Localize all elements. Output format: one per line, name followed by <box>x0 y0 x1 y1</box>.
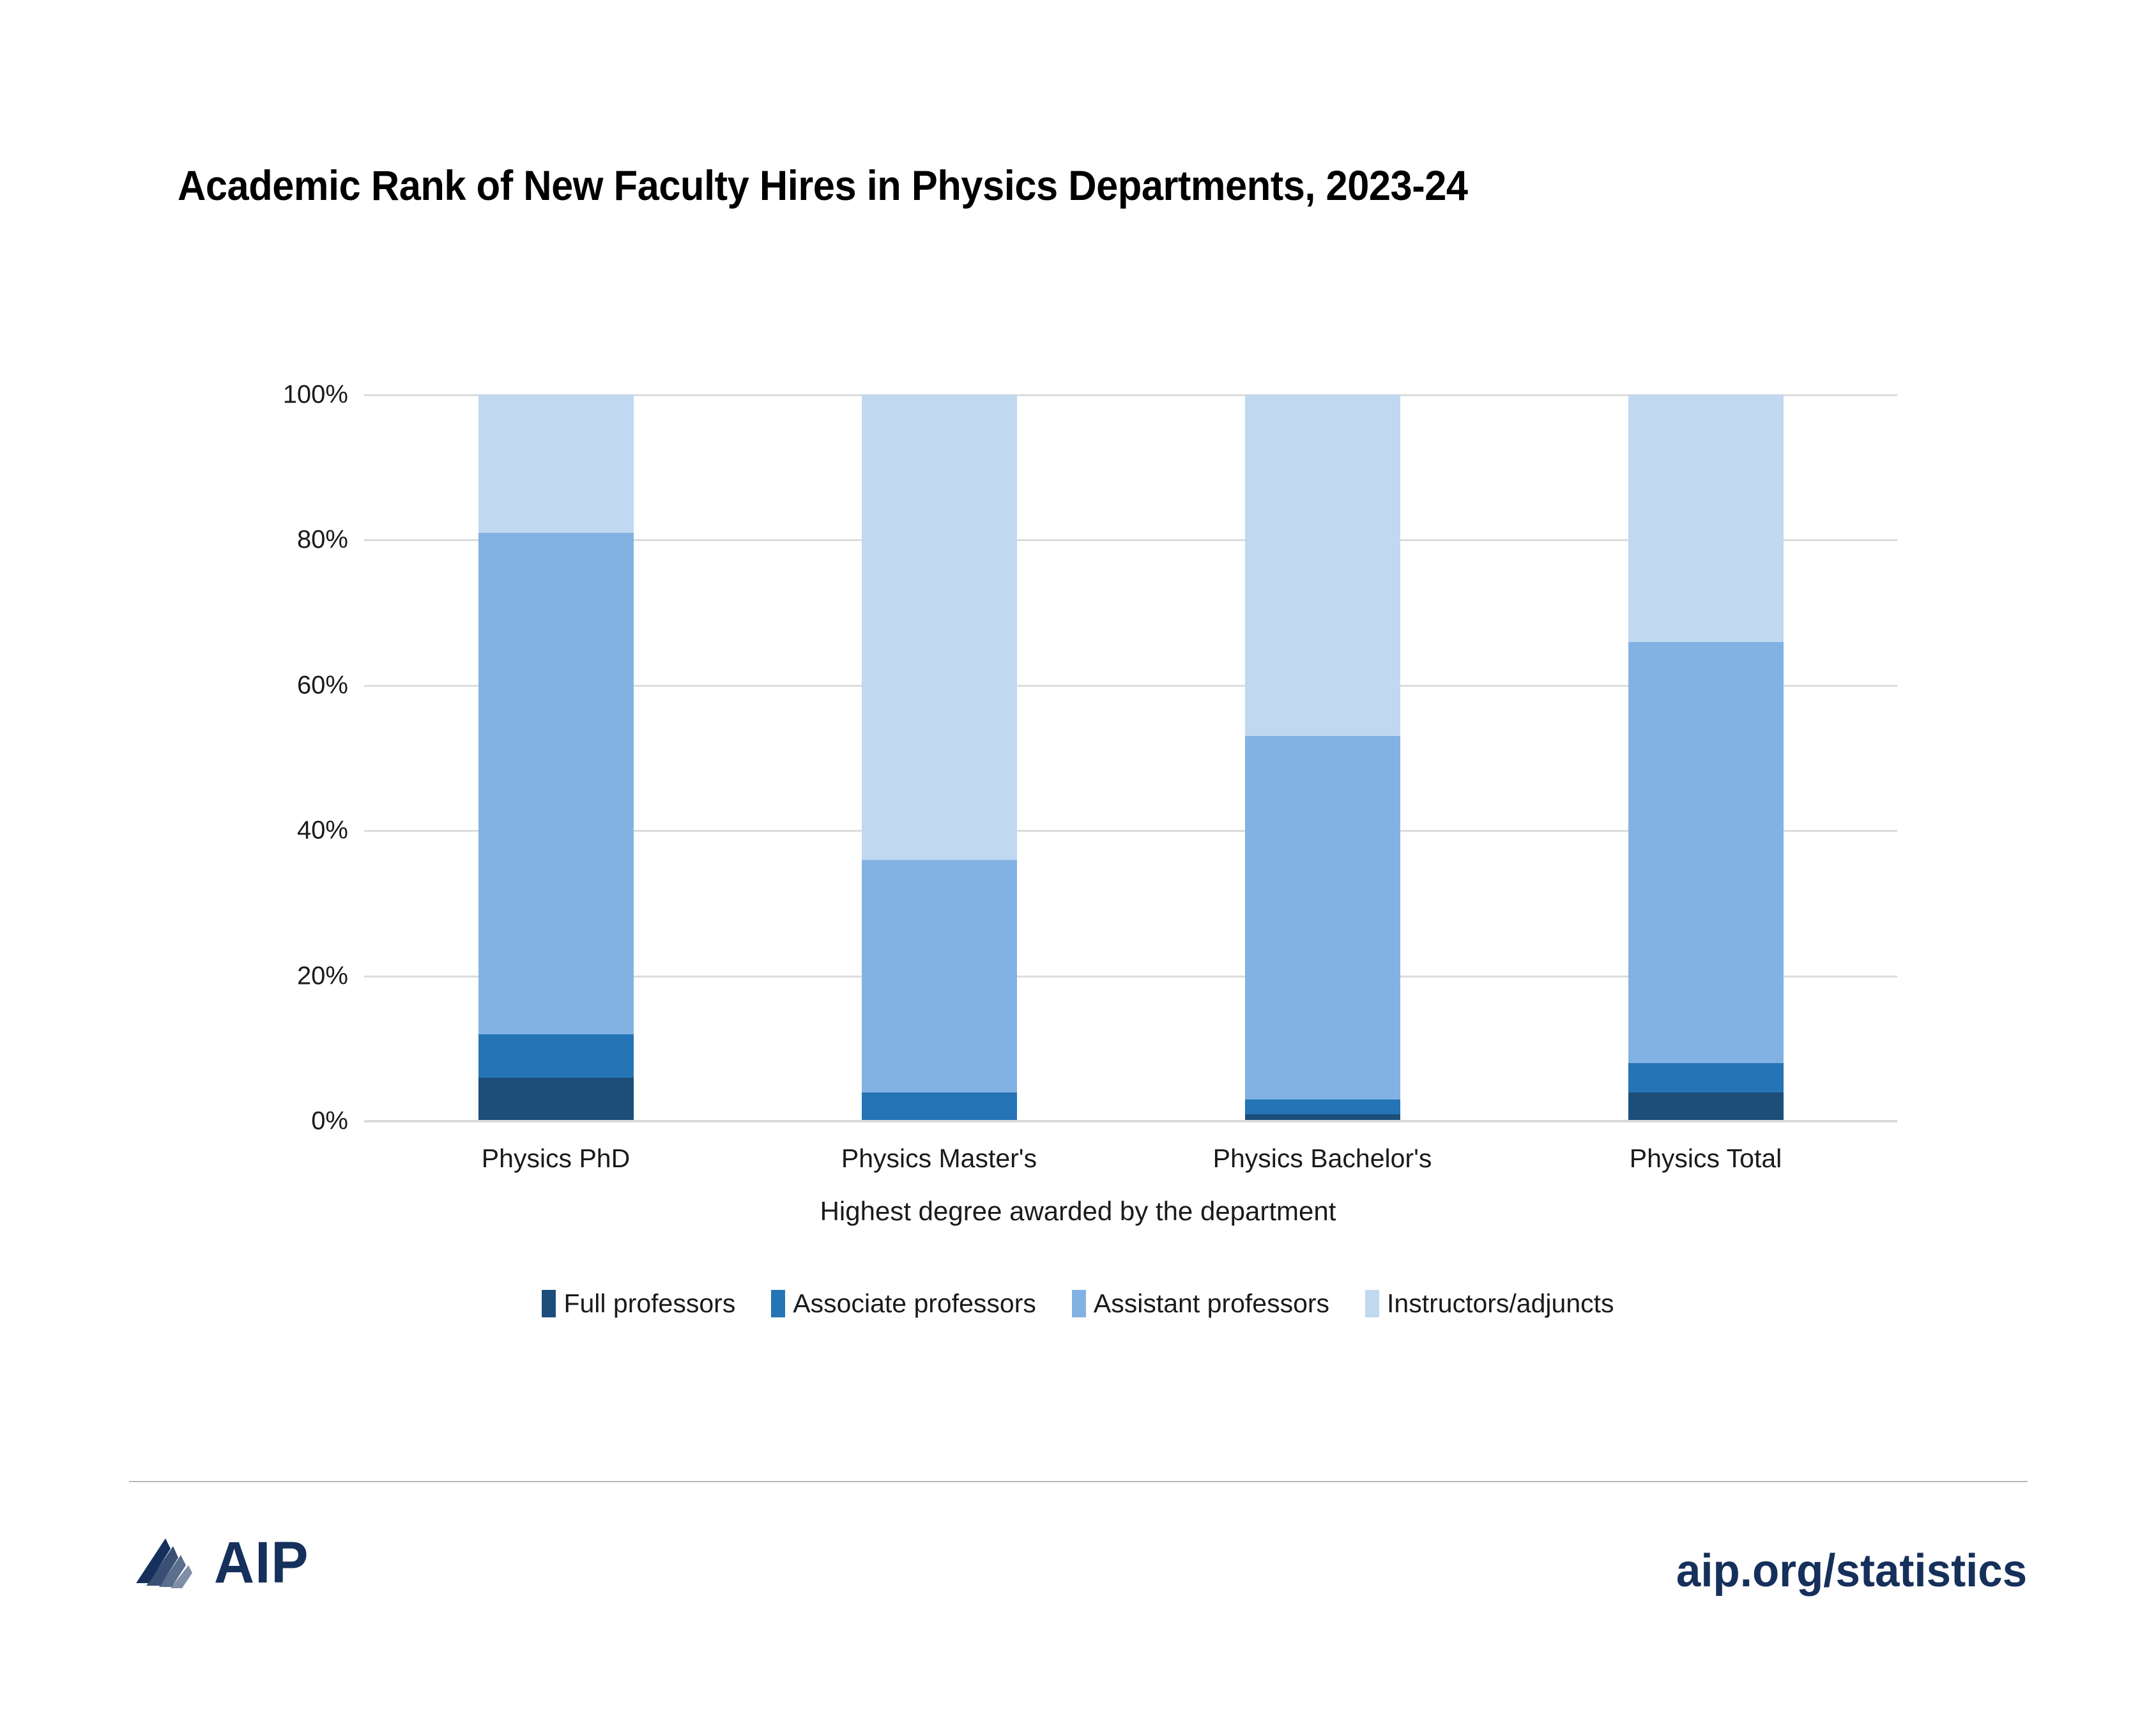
bar-segment[interactable] <box>1244 736 1400 1100</box>
bar-segment[interactable] <box>1628 1063 1784 1092</box>
x-axis-tick-label: Physics Master's <box>841 1144 1037 1173</box>
bar-stack[interactable] <box>478 395 634 1121</box>
legend-label: Full professors <box>563 1289 736 1318</box>
legend-label: Associate professors <box>793 1289 1036 1318</box>
y-axis-tick-label: 80% <box>296 525 348 554</box>
bar-stack[interactable] <box>861 395 1017 1121</box>
legend-swatch-icon <box>1071 1290 1086 1317</box>
bar-segment[interactable] <box>1628 1092 1784 1121</box>
bar-segment[interactable] <box>1244 1114 1400 1121</box>
bar-segment[interactable] <box>1244 395 1400 737</box>
bar-segment[interactable] <box>1628 395 1784 642</box>
gridline <box>364 684 1897 687</box>
legend-swatch-icon <box>1365 1290 1380 1317</box>
x-axis-tick-label: Physics PhD <box>481 1144 631 1173</box>
legend-swatch-icon <box>542 1290 556 1317</box>
bar-segment[interactable] <box>861 1092 1017 1121</box>
bar-segment[interactable] <box>861 395 1017 860</box>
gridline <box>364 830 1897 832</box>
aip-wordmark: AIP <box>214 1530 309 1595</box>
y-axis-tick-label: 40% <box>296 816 348 845</box>
chart-legend: Full professors Associate professors Assis… <box>0 1290 2156 1317</box>
bar-segment[interactable] <box>478 1034 634 1078</box>
gridline <box>364 975 1897 977</box>
bar-segment[interactable] <box>861 859 1017 1092</box>
bar-segment[interactable] <box>478 533 634 1034</box>
bar-stack[interactable] <box>1628 395 1784 1121</box>
legend-label: Instructors/adjuncts <box>1387 1289 1614 1318</box>
x-axis-baseline <box>364 1120 1897 1123</box>
aip-logo: AIP <box>131 1533 314 1592</box>
y-axis-tick-label: 60% <box>296 671 348 700</box>
legend-item[interactable]: Assistant professors <box>1071 1289 1330 1318</box>
aip-statistics-url[interactable]: aip.org/statistics <box>1676 1545 2027 1597</box>
bar-segment[interactable] <box>1628 641 1784 1064</box>
footer-divider <box>129 1481 2028 1482</box>
gridline <box>364 539 1897 542</box>
bar-segment[interactable] <box>1244 1099 1400 1114</box>
y-axis: 100% 80% 60% 40% 20% 0% <box>211 0 348 1709</box>
y-axis-tick-label: 100% <box>282 380 348 409</box>
y-axis-tick-label: 20% <box>296 962 348 990</box>
bar-stack[interactable] <box>1244 395 1400 1121</box>
legend-item[interactable]: Full professors <box>542 1290 735 1317</box>
legend-item[interactable]: Associate professors <box>771 1290 1036 1317</box>
bar-segment[interactable] <box>478 1077 634 1121</box>
aip-mark-icon <box>136 1538 192 1588</box>
bar-segment[interactable] <box>478 395 634 533</box>
legend-swatch-icon <box>771 1290 786 1317</box>
gridline <box>364 394 1897 396</box>
x-axis-tick-label: Physics Total <box>1629 1144 1782 1173</box>
x-axis-title: Highest degree awarded by the department <box>820 1196 1336 1226</box>
y-axis-tick-label: 0% <box>311 1107 348 1135</box>
plot-area <box>364 394 1897 1123</box>
x-axis-tick-labels: Physics PhD Physics Master's Physics Bache… <box>364 1144 1897 1188</box>
legend-label: Assistant professors <box>1093 1289 1330 1318</box>
x-axis-tick-label: Physics Bachelor's <box>1212 1144 1432 1173</box>
legend-item[interactable]: Instructors/adjuncts <box>1365 1290 1614 1317</box>
page-title: Academic Rank of New Faculty Hires in Ph… <box>178 162 1468 209</box>
